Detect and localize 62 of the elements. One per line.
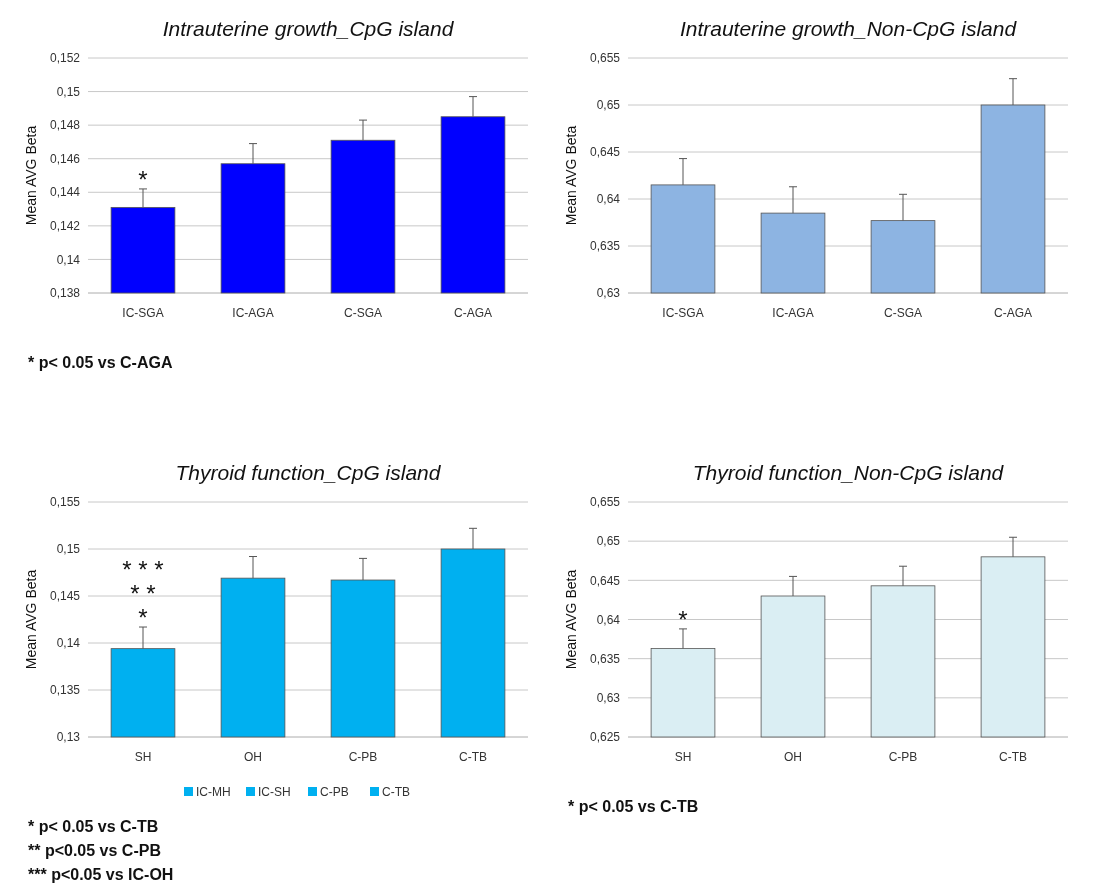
chart-title: Thyroid function_Non-CpG island bbox=[692, 461, 1005, 484]
x-tick-label: OH bbox=[784, 750, 802, 764]
y-tick-label: 0,142 bbox=[49, 219, 81, 234]
y-axis-title: Mean AVG Beta bbox=[563, 569, 579, 670]
annotation: * bbox=[678, 605, 688, 633]
y-axis-title: Mean AVG Beta bbox=[563, 125, 579, 226]
y-tick-label: 0,635 bbox=[589, 239, 621, 254]
x-tick-label: OH bbox=[244, 750, 262, 764]
y-tick-label: 0,145 bbox=[49, 589, 81, 604]
x-tick-label: IC-SGA bbox=[662, 306, 704, 320]
y-tick-label: 0,15 bbox=[56, 84, 81, 99]
y-tick-label: 0,152 bbox=[49, 51, 81, 66]
y-tick-label: 0,63 bbox=[596, 691, 621, 706]
y-tick-label: 0,14 bbox=[56, 252, 81, 267]
y-tick-label: 0,135 bbox=[49, 683, 81, 698]
y-tick-label: 0,625 bbox=[589, 730, 621, 745]
x-tick-label: SH bbox=[674, 750, 692, 764]
x-tick-label: C-PB bbox=[348, 750, 378, 764]
legend-label: IC-SH bbox=[258, 785, 291, 800]
annotation: * bbox=[138, 165, 148, 193]
x-tick-label: SH bbox=[134, 750, 152, 764]
y-tick-label: 0,645 bbox=[589, 573, 621, 588]
chart-title: Intrauterine growth_Non-CpG island bbox=[679, 17, 1018, 40]
y-tick-label: 0,645 bbox=[589, 145, 621, 160]
legend-label: C-TB bbox=[382, 785, 410, 800]
y-tick-label: 0,14 bbox=[56, 636, 81, 651]
y-axis-title: Mean AVG Beta bbox=[23, 125, 39, 226]
x-tick-label: IC-AGA bbox=[772, 306, 814, 320]
x-tick-label: C-AGA bbox=[453, 306, 493, 320]
chart-title: Thyroid function_CpG island bbox=[175, 461, 442, 484]
text: *** p<0.05 vs IC-OH bbox=[28, 866, 174, 883]
text: * p< 0.05 vs C-AGA bbox=[28, 354, 173, 371]
y-tick-label: 0,64 bbox=[596, 612, 621, 627]
x-tick-label: C-SGA bbox=[343, 306, 383, 320]
y-tick-label: 0,146 bbox=[49, 151, 81, 166]
y-tick-label: 0,148 bbox=[49, 118, 81, 133]
x-tick-label: IC-AGA bbox=[232, 306, 274, 320]
y-tick-label: 0,13 bbox=[56, 730, 81, 745]
y-tick-label: 0,635 bbox=[589, 651, 621, 666]
legend-label: IC-MH bbox=[196, 785, 231, 800]
chart-title: Intrauterine growth_CpG island bbox=[162, 17, 455, 40]
y-axis-title: Mean AVG Beta bbox=[23, 569, 39, 670]
y-tick-label: 0,655 bbox=[589, 51, 621, 66]
y-tick-label: 0,63 bbox=[596, 286, 621, 301]
x-tick-label: C-PB bbox=[888, 750, 918, 764]
y-tick-label: 0,155 bbox=[49, 495, 81, 510]
x-tick-label: C-SGA bbox=[883, 306, 923, 320]
y-tick-label: 0,144 bbox=[49, 185, 81, 200]
text: * p< 0.05 vs C-TB bbox=[568, 798, 699, 815]
y-tick-label: 0,65 bbox=[596, 98, 621, 113]
x-tick-label: C-AGA bbox=[993, 306, 1033, 320]
x-tick-label: C-TB bbox=[999, 750, 1027, 764]
text: ** p<0.05 vs C-PB bbox=[28, 842, 161, 859]
x-tick-label: C-TB bbox=[459, 750, 487, 764]
y-tick-label: 0,64 bbox=[596, 192, 621, 207]
text: * p< 0.05 vs C-TB bbox=[28, 818, 159, 835]
y-tick-label: 0,15 bbox=[56, 542, 81, 557]
y-tick-label: 0,655 bbox=[589, 495, 621, 510]
legend-label: C-PB bbox=[320, 785, 349, 800]
y-tick-label: 0,138 bbox=[49, 286, 81, 301]
y-tick-label: 0,65 bbox=[596, 534, 621, 549]
x-tick-label: IC-SGA bbox=[122, 306, 164, 320]
